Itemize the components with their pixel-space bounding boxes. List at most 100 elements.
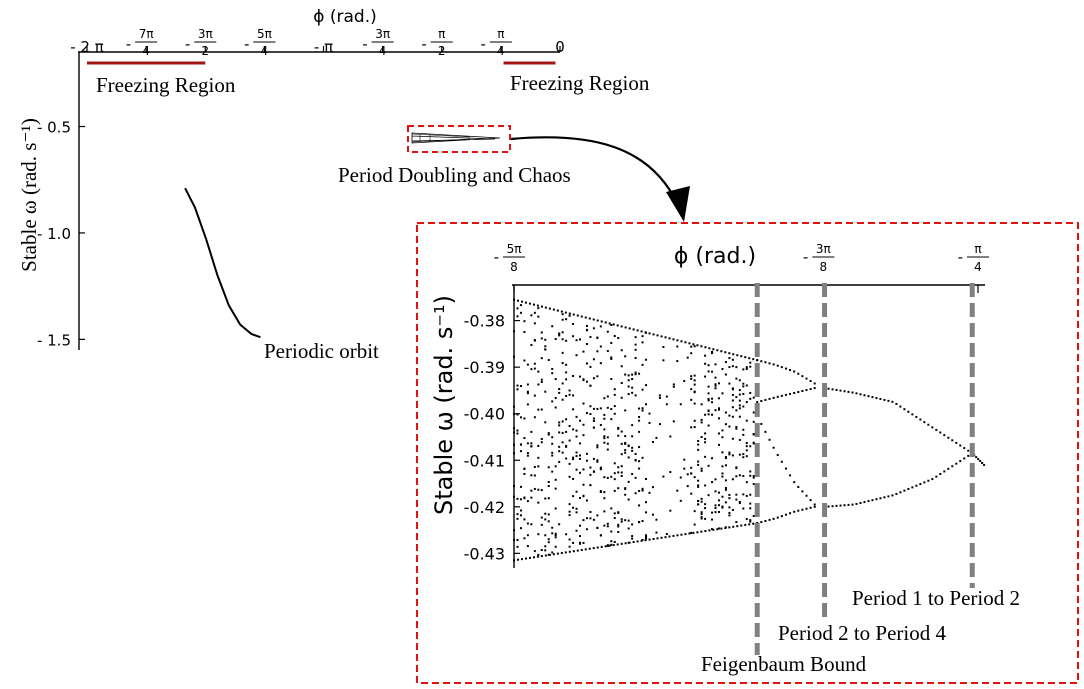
bifurcation-point xyxy=(526,522,529,525)
bifurcation-point xyxy=(740,355,743,358)
bifurcation-point xyxy=(585,362,588,365)
bifurcation-point xyxy=(813,505,816,508)
bifurcation-point xyxy=(717,432,720,435)
bifurcation-point xyxy=(651,486,654,489)
bifurcation-point xyxy=(552,308,555,311)
bifurcation-point xyxy=(724,351,727,354)
bifurcation-point xyxy=(728,506,731,509)
bifurcation-point xyxy=(899,405,902,408)
bifurcation-point xyxy=(516,432,519,435)
bifurcation-point xyxy=(899,491,902,494)
main-x-tick-sign: - xyxy=(126,35,131,53)
bifurcation-point xyxy=(631,537,634,540)
bifurcation-point xyxy=(547,541,550,544)
bifurcation-point xyxy=(634,373,637,376)
bifurcation-point xyxy=(863,501,866,504)
bifurcation-point xyxy=(575,435,578,438)
bifurcation-point xyxy=(744,523,747,526)
bifurcation-point xyxy=(516,388,519,391)
bifurcation-point xyxy=(963,447,966,450)
bifurcation-point xyxy=(839,389,842,392)
bifurcation-point xyxy=(749,391,752,394)
bifurcation-point xyxy=(579,457,582,460)
bifurcation-point xyxy=(572,408,575,411)
bifurcation-point xyxy=(738,393,741,396)
bifurcation-point xyxy=(547,433,550,436)
bifurcation-point xyxy=(645,358,648,361)
bifurcation-point xyxy=(589,336,592,339)
bifurcation-point xyxy=(568,503,571,506)
bifurcation-point xyxy=(697,443,700,446)
bifurcation-point xyxy=(516,299,519,302)
bifurcation-point xyxy=(516,307,519,310)
bifurcation-point xyxy=(516,513,519,516)
inset-y-tick: -0.42 xyxy=(464,498,520,517)
bifurcation-point xyxy=(551,436,554,439)
bifurcation-point xyxy=(554,465,557,468)
bifurcation-point xyxy=(724,457,727,460)
bifurcation-point xyxy=(717,499,720,502)
bifurcation-point xyxy=(979,460,982,463)
inset-y-tick-label: -0.43 xyxy=(464,544,505,563)
bifurcation-point xyxy=(714,387,717,390)
bifurcation-point xyxy=(572,477,575,480)
bifurcation-point xyxy=(636,329,639,332)
bifurcation-point xyxy=(596,526,599,529)
bifurcation-lines xyxy=(754,283,975,655)
bifurcation-point xyxy=(568,538,571,541)
bifurcation-point xyxy=(537,553,540,556)
bifurcation-point xyxy=(620,325,623,328)
bifurcation-point xyxy=(551,372,554,375)
bifurcation-point xyxy=(693,345,696,348)
bifurcation-point xyxy=(784,367,787,370)
bifurcation-point xyxy=(887,495,890,498)
bifurcation-point xyxy=(697,484,700,487)
bifurcation-point xyxy=(700,467,703,470)
main-x-tick-label: - π xyxy=(314,38,333,56)
bifurcation-point xyxy=(561,331,564,334)
bifurcation-point xyxy=(631,473,634,476)
bifurcation-point xyxy=(638,407,641,410)
main-x-tick-sign: - xyxy=(421,35,426,53)
bifurcation-point xyxy=(797,486,800,489)
bifurcation-point xyxy=(789,512,792,515)
bifurcation-point xyxy=(568,550,571,553)
bifurcation-point xyxy=(662,359,665,362)
inset-y-tick-label: -0.38 xyxy=(464,312,505,331)
bifurcation-point xyxy=(704,517,707,520)
bifurcation-point xyxy=(700,436,703,439)
bifurcation-point xyxy=(711,350,714,353)
bifurcation-point xyxy=(523,518,526,521)
bifurcation-point xyxy=(714,384,717,387)
bifurcation-point xyxy=(613,478,616,481)
bifurcation-point xyxy=(731,399,734,402)
bifurcation-point xyxy=(693,419,696,422)
bifurcation-point xyxy=(879,397,882,400)
bifurcation-point xyxy=(668,337,671,340)
bifurcation-point xyxy=(537,315,540,318)
bifurcation-point xyxy=(731,508,734,511)
bifurcation-point xyxy=(592,518,595,521)
bifurcation-point xyxy=(513,427,515,430)
bifurcation-point xyxy=(612,323,615,326)
bifurcation-point xyxy=(592,358,595,361)
bifurcation-point xyxy=(652,333,655,336)
bifurcation-point xyxy=(533,367,536,370)
bifurcation-point xyxy=(692,343,695,346)
bifurcation-point xyxy=(831,505,834,508)
bifurcation-point xyxy=(793,391,796,394)
bifurcation-point xyxy=(624,493,627,496)
bifurcation-point xyxy=(526,403,529,406)
bifurcation-point xyxy=(776,453,779,456)
bifurcation-point xyxy=(793,370,796,373)
bifurcation-point xyxy=(745,419,748,422)
bifurcation-point xyxy=(732,353,735,356)
bifurcation-point xyxy=(772,517,775,520)
bifurcation-point xyxy=(561,362,564,365)
bifurcation-point xyxy=(530,343,533,346)
bifurcation-point xyxy=(714,409,717,412)
bifurcation-point xyxy=(572,374,575,377)
bifurcation-point xyxy=(711,511,714,514)
bifurcation-point xyxy=(745,445,748,448)
bifurcation-point xyxy=(606,544,609,547)
